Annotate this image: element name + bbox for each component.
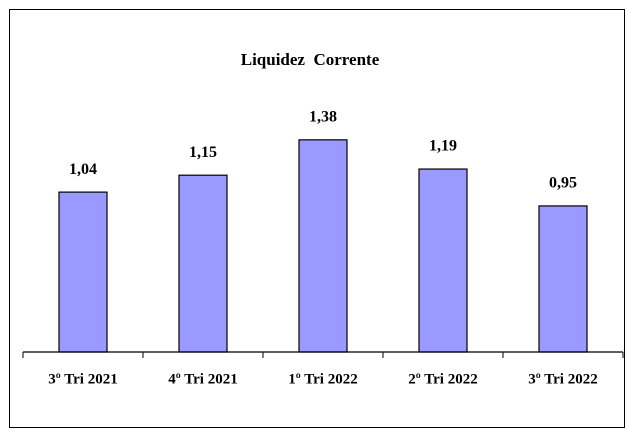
chart-title: Liquidez Corrente xyxy=(241,50,380,69)
x-tick-label: 3º Tri 2021 xyxy=(48,371,117,387)
value-label: 1,15 xyxy=(189,144,217,161)
x-tick-label: 1º Tri 2022 xyxy=(288,371,357,387)
bar xyxy=(538,205,588,353)
value-label: 0,95 xyxy=(549,175,577,192)
value-label: 1,04 xyxy=(69,161,97,178)
bar xyxy=(298,139,348,353)
x-tick-label: 2º Tri 2022 xyxy=(408,371,477,387)
x-tick-label: 3º Tri 2022 xyxy=(528,371,597,387)
x-tick-label: 4º Tri 2021 xyxy=(168,371,237,387)
bar xyxy=(418,168,468,353)
value-label: 1,19 xyxy=(429,138,457,155)
bar xyxy=(178,174,228,353)
bar xyxy=(58,191,108,353)
value-label: 1,38 xyxy=(309,108,337,125)
